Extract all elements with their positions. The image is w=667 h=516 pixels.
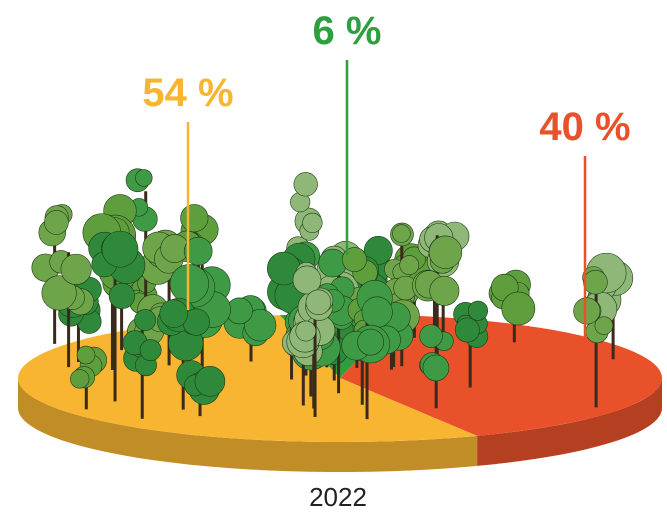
tree (292, 262, 334, 418)
foliage (135, 169, 153, 187)
foliage (295, 320, 317, 342)
pie-side (18, 378, 478, 473)
foliage (169, 264, 209, 304)
foliage (70, 369, 90, 389)
foliage (454, 317, 480, 343)
foliage (468, 300, 488, 321)
foliage (41, 275, 77, 311)
foliage (302, 212, 323, 234)
foliage (180, 204, 209, 233)
foliage (573, 297, 601, 325)
foliage (60, 253, 92, 285)
foliage (134, 309, 157, 331)
labels: 6 % 40 % 54 % (142, 9, 631, 340)
tree (122, 309, 162, 419)
foliage (293, 172, 318, 197)
forest (31, 168, 634, 420)
tree (41, 252, 94, 368)
pie-side (477, 378, 662, 466)
foliage (341, 247, 367, 273)
tree (419, 324, 454, 409)
pie-sides (18, 378, 662, 473)
tree (453, 300, 489, 388)
foliage (183, 236, 213, 266)
tree (88, 230, 146, 402)
foliage (363, 236, 393, 265)
tree (176, 360, 226, 417)
tree (223, 295, 277, 362)
foliage (108, 282, 135, 310)
tree (139, 229, 190, 366)
foliage (244, 309, 277, 342)
foliage (305, 289, 332, 316)
tree (488, 269, 536, 343)
foliage (44, 210, 69, 235)
foliage (357, 328, 384, 356)
foliage (419, 324, 443, 348)
foliage (429, 275, 460, 306)
foliage (583, 269, 608, 295)
value-label: 6 % (313, 9, 382, 53)
pie-slice (340, 315, 663, 436)
tree (573, 266, 614, 408)
tree (341, 280, 393, 420)
tree (70, 345, 107, 410)
foliage (399, 255, 420, 276)
foliage (139, 339, 162, 362)
foliage (422, 354, 450, 382)
foliage (292, 265, 322, 295)
foliage (361, 296, 393, 328)
value-label: 40 % (539, 105, 630, 149)
foliage (501, 291, 536, 326)
foliage (194, 366, 226, 397)
foliage (159, 299, 189, 328)
foliage (392, 224, 411, 243)
foliage (594, 316, 614, 335)
caption: 2022 (309, 482, 367, 512)
foliage (76, 345, 96, 365)
foliage (428, 235, 463, 269)
foliage (101, 230, 139, 268)
value-label: 54 % (142, 71, 233, 115)
tree (31, 204, 73, 344)
tree (125, 168, 158, 335)
